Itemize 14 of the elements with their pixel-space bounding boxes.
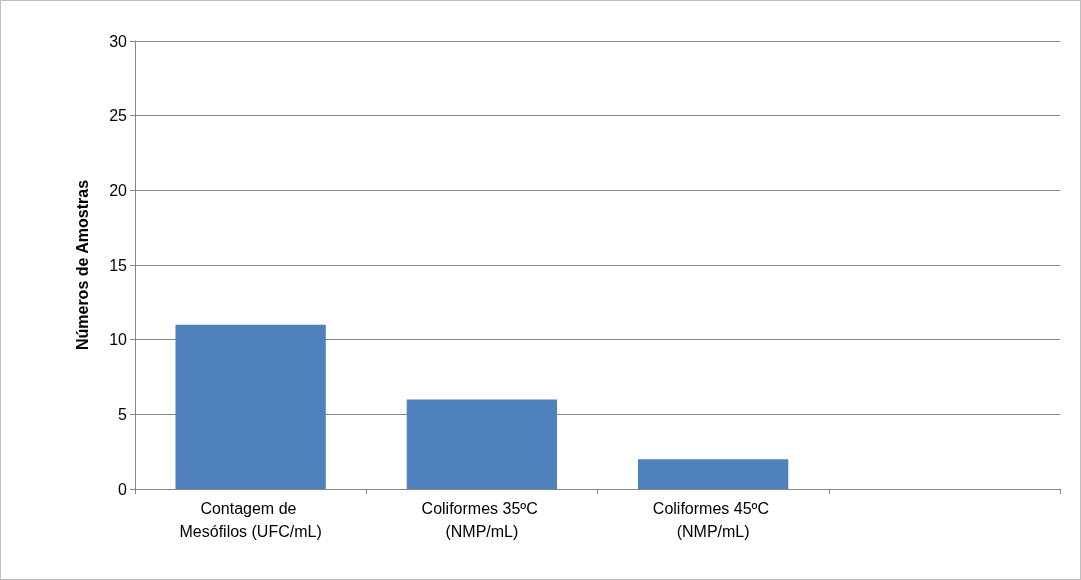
y-axis-title: Números de Amostras (73, 179, 91, 351)
y-tick-label: 25 (109, 107, 128, 125)
y-tick-label: 10 (109, 331, 128, 349)
y-tick-label: 15 (109, 256, 128, 274)
y-tick-label: 20 (109, 181, 128, 199)
bar (175, 324, 326, 489)
x-tick-label: Coliformes 45ºC (NMP/mL) (652, 500, 774, 540)
y-tick-label: 30 (109, 32, 128, 50)
bar (637, 459, 789, 489)
y-tick-label: 0 (118, 480, 128, 498)
x-tick-label: Coliformes 35ºC (NMP/mL) (421, 500, 543, 540)
y-tick-label: 5 (118, 405, 128, 423)
bar (406, 399, 558, 489)
x-tick-label: Contagem de Mesófilos (UFC/mL) (179, 500, 322, 540)
